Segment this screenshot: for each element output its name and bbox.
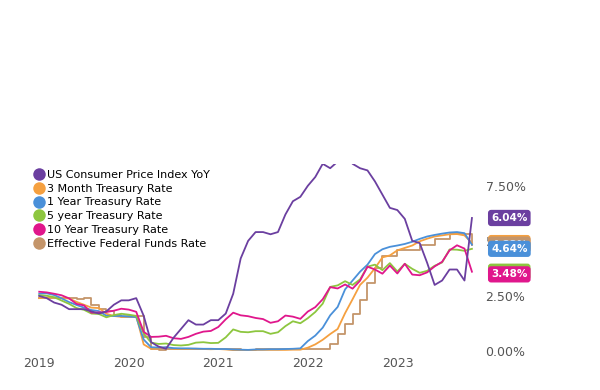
Text: 4.64%: 4.64% <box>491 244 527 254</box>
Legend: US Consumer Price Index YoY, 3 Month Treasury Rate, 1 Year Treasury Rate, 5 year: US Consumer Price Index YoY, 3 Month Tre… <box>34 167 212 252</box>
Text: 4.83%: 4.83% <box>491 239 527 250</box>
Text: 4.90%: 4.90% <box>491 238 527 248</box>
Text: 3.60%: 3.60% <box>491 267 527 277</box>
Text: 3.48%: 3.48% <box>491 269 527 279</box>
Text: 6.04%: 6.04% <box>491 213 527 223</box>
